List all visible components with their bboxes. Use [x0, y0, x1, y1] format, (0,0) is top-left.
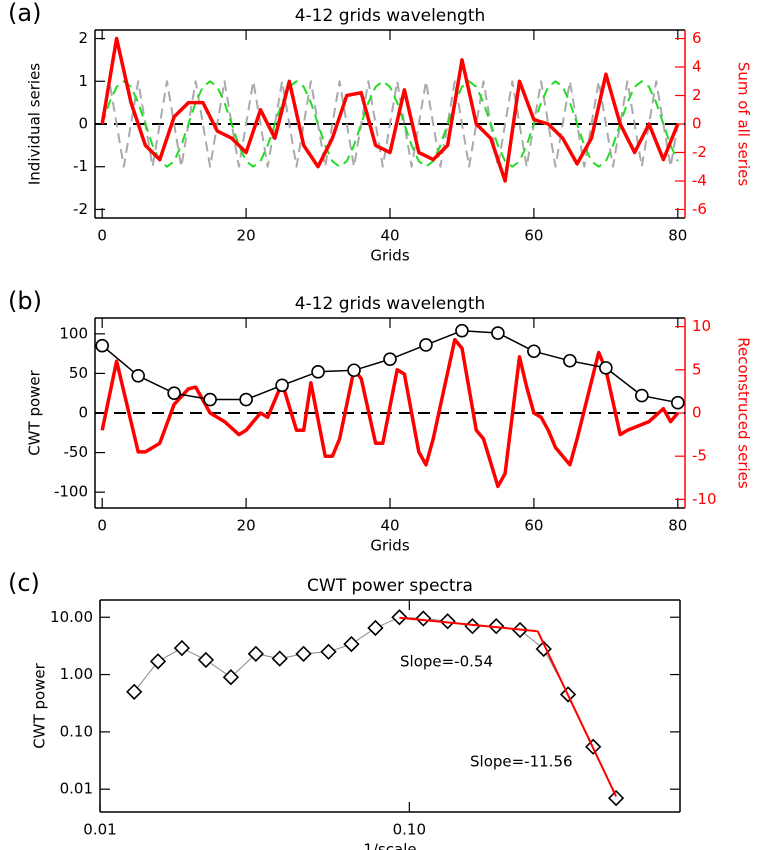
point-marker — [203, 392, 217, 407]
point-marker — [126, 683, 143, 700]
y2-tick-label: 5 — [692, 360, 702, 378]
point-marker — [295, 645, 312, 662]
y-tick-label: 1.00 — [60, 665, 93, 683]
point-marker — [131, 368, 145, 383]
point-marker — [491, 326, 505, 340]
fit-line — [536, 630, 618, 797]
y-tick-label: -100 — [54, 483, 88, 501]
point-marker — [527, 344, 541, 359]
panel-label: (b) — [8, 287, 42, 315]
x-axis-label: 1/scale — [363, 841, 416, 850]
y-tick-label: -50 — [64, 443, 89, 461]
x-tick-label: 20 — [237, 227, 256, 245]
x-tick-label: 60 — [524, 227, 543, 245]
y2-axis-label: Sum of all series — [735, 62, 753, 187]
x-tick-label: 60 — [524, 517, 543, 535]
fit-line — [399, 616, 538, 633]
panel-title: CWT power spectra — [307, 576, 473, 596]
y-axis-label: CWT power — [31, 662, 49, 748]
y2-tick-label: -2 — [692, 143, 707, 161]
x-tick-label: 0 — [97, 517, 107, 535]
panel-title: 4-12 grids wavelength — [295, 294, 486, 314]
point-marker — [347, 363, 361, 378]
y2-tick-label: -5 — [692, 447, 707, 465]
point-marker — [391, 609, 408, 626]
point-marker — [367, 619, 384, 637]
x-tick-label: 0.01 — [83, 821, 116, 839]
point-marker — [635, 388, 649, 403]
point-marker — [247, 645, 264, 662]
series-line — [100, 337, 680, 489]
y-tick-label: 1 — [78, 72, 88, 90]
y2-axis-label: Reconstruced series — [735, 337, 753, 489]
y2-tick-label: -6 — [692, 200, 707, 218]
y-tick-label: 0.10 — [60, 722, 93, 740]
point-marker — [167, 386, 181, 401]
point-marker — [419, 338, 433, 352]
point-marker — [607, 789, 625, 807]
x-tick-label: 40 — [380, 227, 399, 245]
y-axis-label: CWT power — [26, 369, 44, 455]
y-tick-label: 0 — [78, 115, 88, 133]
x-tick-label: 0.10 — [393, 821, 426, 839]
point-marker — [320, 643, 337, 660]
y-tick-label: 2 — [78, 29, 88, 47]
x-axis-label: Grids — [370, 247, 409, 265]
point-marker — [563, 353, 577, 368]
y-tick-label: 100 — [59, 324, 88, 342]
point-marker — [488, 617, 505, 635]
point-marker — [271, 650, 288, 667]
x-axis-label: Grids — [370, 537, 409, 555]
y2-tick-label: 0 — [692, 115, 702, 133]
point-marker — [173, 639, 191, 657]
y-tick-label: 50 — [69, 364, 88, 382]
point-marker — [95, 338, 109, 353]
series-line — [101, 80, 679, 168]
y-tick-label: -2 — [73, 200, 88, 218]
y2-tick-label: -4 — [692, 171, 707, 189]
point-marker — [275, 378, 289, 393]
annotation: Slope=-0.54 — [400, 653, 493, 671]
y2-tick-label: 4 — [692, 58, 702, 76]
x-tick-label: 40 — [380, 517, 399, 535]
y2-tick-label: 6 — [692, 29, 702, 47]
x-tick-label: 80 — [668, 227, 687, 245]
point-marker — [343, 635, 360, 653]
x-tick-label: 20 — [237, 517, 256, 535]
point-marker — [671, 395, 685, 410]
point-marker — [239, 392, 253, 407]
panel-label: (c) — [8, 569, 40, 597]
point-marker — [197, 651, 215, 669]
y-tick-label: -1 — [73, 157, 88, 175]
point-marker — [439, 613, 456, 630]
y-tick-label: 0.01 — [60, 780, 93, 798]
y-tick-label: 10.00 — [50, 608, 93, 626]
x-tick-label: 80 — [668, 517, 687, 535]
y2-tick-label: -10 — [692, 490, 717, 508]
y2-tick-label: 2 — [692, 86, 702, 104]
point-marker — [455, 323, 469, 338]
panel-title: 4-12 grids wavelength — [295, 6, 486, 26]
x-tick-label: 0 — [97, 227, 107, 245]
y2-tick-label: 10 — [692, 317, 711, 335]
series-line — [100, 36, 680, 183]
point-marker — [383, 352, 397, 366]
y2-tick-label: 0 — [692, 404, 702, 422]
point-marker — [415, 610, 432, 627]
point-marker — [599, 361, 613, 375]
panel-label: (a) — [8, 0, 41, 27]
annotation: Slope=-11.56 — [470, 753, 573, 771]
point-marker — [149, 653, 167, 670]
y-tick-label: 0 — [78, 404, 88, 422]
point-marker — [311, 365, 325, 379]
series-line — [101, 329, 678, 404]
y-axis-label: Individual series — [26, 63, 44, 185]
point-marker — [222, 669, 240, 686]
